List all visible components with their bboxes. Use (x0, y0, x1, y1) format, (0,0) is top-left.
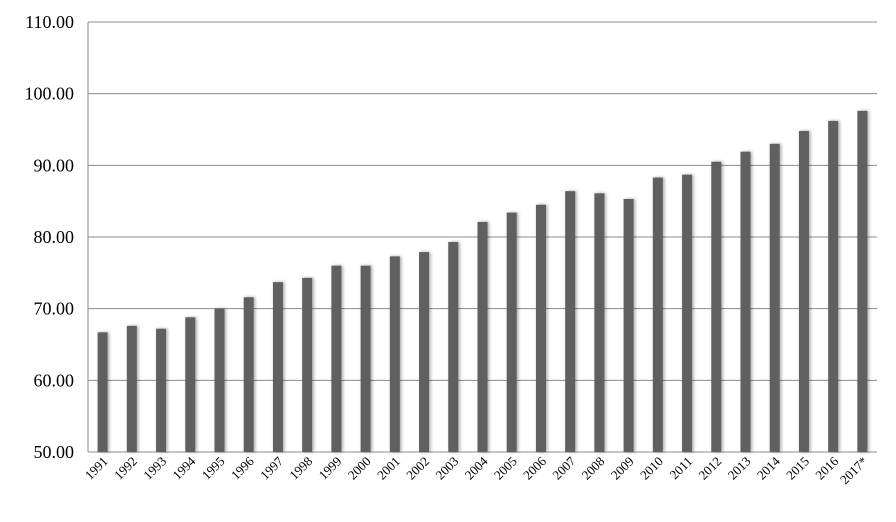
bar-1995 (214, 308, 225, 452)
y-axis-tick-labels: 50.00 60.00 70.00 80.00 90.00 100.00 110.00 (25, 12, 75, 462)
x-tick-label: 1996 (228, 453, 257, 482)
x-tick-label: 2012 (695, 454, 724, 483)
x-tick-label: 2008 (579, 454, 608, 483)
bar-2005 (506, 212, 517, 452)
bar-2001 (389, 256, 400, 452)
y-tick-label: 110.00 (25, 12, 74, 32)
x-tick-label: 1994 (169, 453, 198, 482)
x-tick-label: 2010 (637, 454, 666, 483)
x-tick-label: 2015 (783, 454, 812, 483)
bar-2006 (535, 204, 546, 452)
bar-2000 (360, 265, 371, 452)
bar-1999 (331, 265, 342, 452)
bar-1997 (272, 282, 283, 452)
bars (97, 110, 868, 453)
y-tick-label: 70.00 (34, 299, 75, 319)
bar-2009 (623, 199, 634, 452)
x-tick-label: 2013 (725, 454, 754, 483)
x-tick-label: 2005 (491, 454, 520, 483)
bar-2011 (682, 174, 693, 452)
bar-2013 (740, 151, 751, 452)
bar-1996 (243, 297, 254, 452)
x-tick-label: 2011 (667, 454, 696, 483)
y-tick-label: 80.00 (34, 227, 75, 247)
bar-1998 (302, 277, 313, 452)
y-tick-label: 90.00 (34, 155, 75, 175)
x-tick-label: 1995 (199, 454, 228, 483)
bar-1992 (126, 325, 137, 452)
bar-2003 (448, 242, 459, 452)
bar-2010 (652, 177, 663, 452)
x-tick-label: 1991 (82, 454, 111, 483)
x-tick-label: 2002 (403, 454, 432, 483)
bar-2014 (769, 143, 780, 453)
x-tick-label: 1998 (286, 454, 315, 483)
bar-2012 (711, 161, 722, 452)
x-tick-label: 2000 (345, 454, 374, 483)
x-tick-label: 2014 (754, 453, 783, 482)
bar-2004 (477, 221, 488, 452)
bar-1993 (156, 328, 167, 452)
bar-2017* (857, 110, 868, 452)
bar-1991 (97, 332, 108, 452)
x-tick-label: 1992 (111, 454, 140, 483)
bar-2015 (798, 130, 809, 452)
y-tick-label: 60.00 (34, 370, 75, 390)
x-tick-label: 2004 (462, 453, 491, 482)
x-tick-label: 1993 (140, 454, 169, 483)
x-tick-label: 1997 (257, 453, 286, 482)
bar-2007 (565, 191, 576, 452)
bar-2016 (828, 120, 839, 453)
bar-2002 (419, 252, 430, 452)
x-tick-label: 2017* (837, 454, 871, 488)
x-tick-label: 2006 (520, 453, 549, 482)
y-tick-label: 50.00 (34, 442, 75, 462)
x-tick-label: 2007 (549, 453, 578, 482)
bar-1994 (185, 317, 196, 452)
y-tick-label: 100.00 (25, 84, 75, 104)
x-tick-label: 2003 (432, 454, 461, 483)
x-axis-tick-labels: 1991 1992 1993 1994 1995 1996 1997 1998 1999 2000… (82, 453, 871, 487)
x-tick-label: 2009 (608, 454, 637, 483)
x-tick-label: 1999 (316, 454, 345, 483)
bar-2008 (594, 193, 605, 453)
x-tick-label: 2001 (374, 454, 403, 483)
